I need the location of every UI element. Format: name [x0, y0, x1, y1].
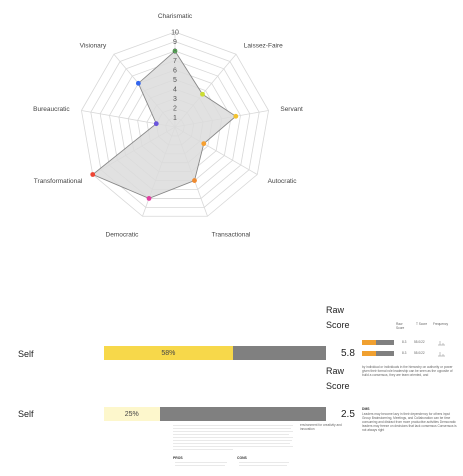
data-point-charismatic	[172, 48, 178, 54]
tick-label-3: 3	[173, 96, 177, 103]
row-label-self-1: Self	[18, 349, 34, 359]
tick-label-2: 2	[173, 106, 177, 113]
grid-ring-10	[81, 31, 269, 217]
axis-label-autocratic: Autocratic	[268, 178, 298, 185]
mini-raw-2: 8.3	[402, 351, 407, 355]
mini-raw-1: 8.3	[402, 340, 407, 344]
axis-label-servant: Servant	[280, 106, 303, 113]
tick-label-6: 6	[173, 68, 177, 75]
cons-heading: CONS	[237, 456, 247, 460]
data-point-visionary	[135, 80, 141, 86]
snippet-paragraph-3: Leaders may become lazy in their depende…	[362, 412, 457, 432]
mini-header-raw: Raw Score	[396, 322, 405, 330]
data-point-bureaucratic	[153, 121, 159, 127]
data-point-autocratic	[201, 141, 207, 147]
grid-ring-7	[109, 60, 241, 190]
mini-header-t: T Score	[416, 322, 428, 326]
score-bar-2: 25%	[104, 407, 326, 421]
mini-bar-1	[362, 340, 394, 345]
tick-label-7: 7	[173, 58, 177, 65]
row-label-self-2: Self	[18, 409, 34, 419]
tick-label-4: 4	[173, 87, 177, 94]
mini-t-2: 55.0/22	[414, 351, 425, 355]
series-area	[91, 50, 237, 199]
mini-frequency-icon-1	[438, 341, 445, 346]
mini-t-1: 55.0/22	[414, 340, 425, 344]
tick-label-10: 10	[171, 30, 179, 37]
tick-label-9: 9	[173, 39, 177, 46]
radar-tick-labels: 1 2 3 4 5 6 7 8 9 10	[171, 30, 179, 123]
tick-label-5: 5	[173, 77, 177, 84]
axis-label-transactional: Transactional	[212, 232, 251, 239]
score-bar-fill-1: 58%	[104, 346, 233, 360]
axis-label-democratic: Democratic	[106, 232, 140, 239]
pros-heading: PROS	[173, 456, 183, 460]
raw-score-value-1: 5.8	[341, 348, 355, 359]
percent-label-1: 58%	[161, 349, 176, 357]
data-point-transactional	[192, 178, 197, 183]
tick-label-1: 1	[173, 115, 177, 122]
radar-chart: 1 2 3 4 5 6 7 8 9 10 Charismatic Laissez-Faire Serv…	[33, 13, 303, 239]
axis-label-laissez-faire: Laissez-Faire	[244, 43, 283, 50]
snippet-paragraph-1: by individual or individuals in the hier…	[362, 365, 453, 377]
score-bar-1: 58%	[104, 346, 326, 360]
raw-score-header-1: Raw Score	[326, 305, 350, 330]
snippet-paragraph-2: environment for creativity and innovatio…	[300, 423, 342, 431]
data-point-transformational	[90, 172, 96, 177]
mini-bar-fill-1	[362, 340, 377, 345]
snippet-dms-heading: DMS	[362, 407, 370, 411]
mini-frequency-icon-2	[438, 352, 445, 357]
percent-label-2: 25%	[124, 410, 139, 418]
axis-label-bureaucratic: Bureaucratic	[33, 106, 70, 113]
axis-label-charismatic: Charismatic	[158, 13, 193, 20]
data-point-servant	[233, 113, 239, 119]
raw-score-value-2: 2.5	[341, 409, 355, 420]
tick-label-8: 8	[173, 49, 177, 56]
mini-header-frequency: Frequency	[433, 322, 449, 326]
radar-series	[90, 48, 239, 201]
data-point-democratic	[146, 196, 152, 201]
mini-bar-2	[362, 351, 394, 356]
mini-bar-fill-2	[362, 351, 377, 356]
blurred-document-text: PROS CONS	[173, 423, 295, 476]
grid-ring-9	[90, 41, 260, 208]
axis-label-visionary: Visionary	[80, 43, 107, 50]
axis-label-transformational: Transformational	[34, 178, 83, 185]
data-point-laissez-faire	[200, 91, 205, 97]
radar-axis-labels: Charismatic Laissez-Faire Servant Autocrati…	[33, 13, 303, 239]
grid-ring-8	[99, 50, 251, 199]
score-bar-fill-2: 25%	[104, 407, 160, 421]
raw-score-header-2: Raw Score	[326, 366, 350, 391]
